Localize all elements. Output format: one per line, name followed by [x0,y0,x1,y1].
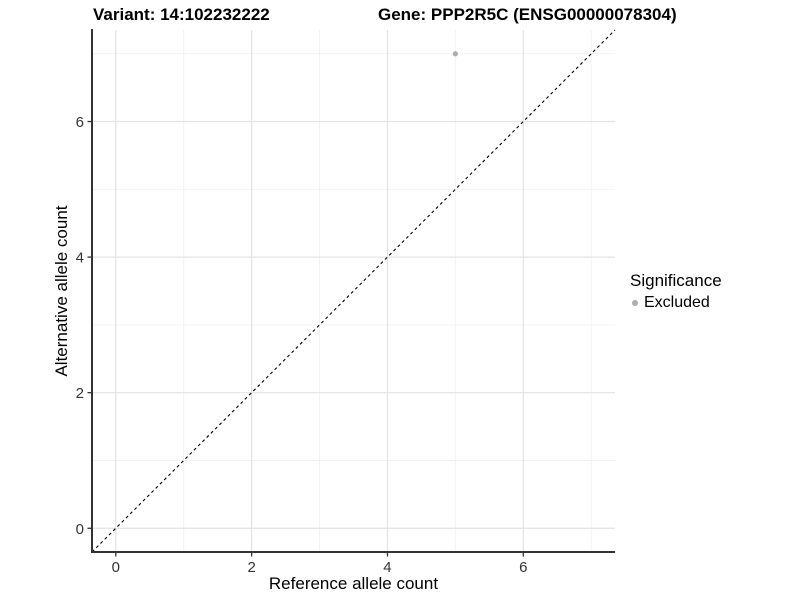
y-tick-label: 2 [76,385,84,402]
y-axis-title: Alternative allele count [52,205,71,377]
plot-title-variant: Variant: 14:102232222 [93,5,270,24]
x-tick-label: 2 [247,559,255,576]
x-tick-label: 6 [519,559,527,576]
legend-title: Significance [630,271,722,290]
data-point-excluded [452,51,458,57]
legend-entry-label: Excluded [644,294,710,311]
y-tick-label: 0 [76,521,84,538]
x-tick-label: 4 [383,559,391,576]
identity-line [91,29,616,553]
legend: Significance Excluded [630,270,722,313]
y-tick-label: 6 [76,114,84,131]
plot-title-gene: Gene: PPP2R5C (ENSG00000078304) [378,5,677,24]
x-axis-title: Reference allele count [268,574,439,593]
x-tick-label: 0 [112,559,120,576]
y-tick-label: 4 [76,250,84,267]
excluded-point-swatch-icon [632,300,638,306]
legend-entry-excluded: Excluded [630,293,722,313]
